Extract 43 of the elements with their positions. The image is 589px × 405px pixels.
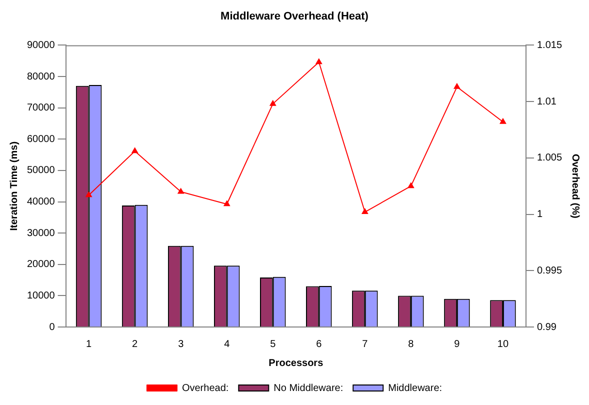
y-tick-label: 20000 <box>26 259 56 270</box>
x-tick-label: 7 <box>362 338 368 350</box>
x-tick-label: 4 <box>224 338 230 350</box>
point <box>86 192 92 198</box>
y2-tick-label: 0.99 <box>536 322 557 333</box>
y2-tick-label: 1.015 <box>536 40 562 51</box>
x-tick-label: 9 <box>454 338 460 350</box>
point <box>178 188 184 194</box>
y-tick-label: 10000 <box>26 290 56 302</box>
y2-tick-label: 1.005 <box>536 152 562 164</box>
y-tick-label: 70000 <box>26 102 56 114</box>
x-tick-label: 3 <box>178 338 184 350</box>
y2-tick-label: 1.01 <box>536 96 557 108</box>
point <box>454 83 460 89</box>
y-tick-label: 90000 <box>26 40 56 51</box>
y-tick-label: 30000 <box>26 228 56 239</box>
legend-label: Middleware: <box>388 382 442 394</box>
point <box>270 100 276 106</box>
y-tick-label: 0 <box>49 322 56 333</box>
y-tick-label: 40000 <box>26 196 56 208</box>
x-tick-label: 1 <box>86 338 92 350</box>
legend-label: No Middleware: <box>274 382 344 394</box>
legend-label: Overhead: <box>182 382 229 394</box>
point <box>500 118 506 124</box>
y-axis-title: Iteration Time (ms) <box>8 141 20 231</box>
y2-tick-label: 0.995 <box>536 265 562 276</box>
point <box>362 208 368 214</box>
y2-axis-title: Overhead (%) <box>569 154 580 218</box>
x-tick-label: 6 <box>316 338 322 350</box>
point <box>132 148 138 154</box>
x-tick-label: 10 <box>497 338 509 350</box>
chart-title: Middleware Overhead (Heat) <box>220 10 369 23</box>
y-tick-label: 80000 <box>26 71 56 82</box>
y-tick-label: 60000 <box>26 134 56 145</box>
x-tick-label: 5 <box>270 338 276 350</box>
x-axis-title: Processors <box>268 358 324 369</box>
point <box>316 58 322 64</box>
x-tick-label: 2 <box>132 338 138 350</box>
point <box>224 200 230 206</box>
point <box>408 182 414 188</box>
y-tick-label: 50000 <box>26 165 56 176</box>
x-tick-label: 8 <box>408 338 414 350</box>
y2-tick-label: 1 <box>536 209 543 220</box>
